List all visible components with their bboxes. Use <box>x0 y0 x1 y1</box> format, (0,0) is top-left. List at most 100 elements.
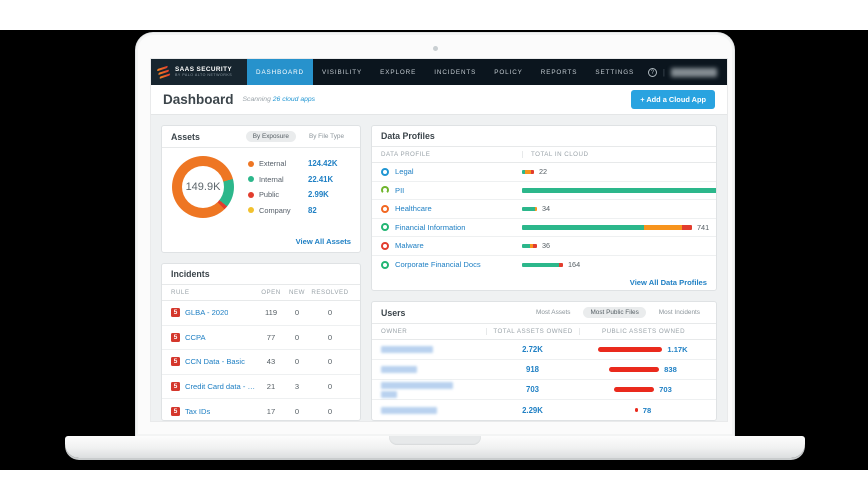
toggle-by-exposure[interactable]: By Exposure <box>245 131 296 142</box>
nav-tab-dashboard[interactable]: DASHBOARD <box>247 59 313 85</box>
user-total-assets-link[interactable]: 918 <box>525 365 539 374</box>
bar-segment <box>531 169 534 174</box>
data-profile-bar <box>522 169 534 174</box>
severity-badge: 5 <box>171 332 180 342</box>
incident-rule-link[interactable]: CCN Data - Basic <box>185 357 245 367</box>
public-assets-bar <box>634 407 638 413</box>
incident-row: 5 Credit Card data - CE... 21 3 0 <box>162 375 360 399</box>
legend-label: External <box>259 159 287 169</box>
view-all-data-profiles-link[interactable]: View All Data Profiles <box>629 278 707 287</box>
data-profile-link[interactable]: Legal <box>395 167 414 177</box>
data-profile-row: Healthcare 34 <box>372 200 716 219</box>
user-total-assets-link[interactable]: 2.29K <box>522 405 543 415</box>
incident-rule-link[interactable]: Tax IDs <box>185 406 211 416</box>
data-profile-link[interactable]: PII <box>395 185 405 195</box>
nav-tab-explore[interactable]: EXPLORE <box>380 68 417 76</box>
nav-tab-policy[interactable]: POLICY <box>494 68 523 76</box>
incident-rule-link[interactable]: GLBA - 2020 <box>185 308 229 318</box>
user-total-assets-link[interactable]: 2.72K <box>522 345 543 354</box>
data-profile-total: 164 <box>568 260 581 270</box>
nav-tab-incidents[interactable]: INCIDENTS <box>434 68 477 76</box>
assets-legend: External 124.42K Internal 22.41K Public 2.99K… <box>248 159 337 215</box>
assets-legend-item: Company 82 <box>248 206 337 215</box>
legend-value-link[interactable]: 124.42K <box>308 159 338 169</box>
incident-resolved-count: 0 <box>327 406 333 416</box>
scanning-status: Scanning 26 cloud apps <box>243 96 316 103</box>
data-profile-link[interactable]: Financial Information <box>395 222 466 232</box>
data-profile-total: 34 <box>542 204 551 214</box>
app-screen: SAAS SECURITY BY PALO ALTO NETWORKS DASH… <box>151 59 727 421</box>
user-owner-cell[interactable] <box>381 366 486 373</box>
incident-rule-cell: 5 GLBA - 2020 <box>171 308 257 318</box>
users-card: Users Most Assets Most Public Files Most I… <box>371 301 717 421</box>
data-profile-bar <box>522 188 716 193</box>
severity-badge: 5 <box>171 308 180 318</box>
toggle-most-incidents[interactable]: Most Incidents <box>658 309 700 316</box>
add-cloud-app-button[interactable]: + Add a Cloud App <box>631 90 715 109</box>
toggle-most-public-files[interactable]: Most Public Files <box>583 307 646 318</box>
user-public-assets-cell: 703 <box>579 385 707 394</box>
user-owner-cell[interactable] <box>381 346 486 353</box>
data-profile-link[interactable]: Healthcare <box>395 204 432 214</box>
incident-resolved-count: 0 <box>327 332 333 342</box>
incidents-rows: 5 GLBA - 2020 119 0 0 5 CCPA 77 0 0 5 CCN Data - Ba… <box>162 301 360 420</box>
user-owner-cell[interactable] <box>381 381 486 398</box>
owner-name-redacted <box>381 381 453 389</box>
toggle-by-file-type[interactable]: By File Type <box>308 133 344 140</box>
incident-open-count: 21 <box>266 381 276 391</box>
assets-legend-item: External 124.42K <box>248 159 337 168</box>
brand-logo[interactable]: SAAS SECURITY BY PALO ALTO NETWORKS <box>151 59 247 85</box>
severity-badge: 5 <box>171 406 180 416</box>
view-all-assets-link[interactable]: View All Assets <box>295 237 351 246</box>
data-profiles-col-total: TOTAL IN CLOUD <box>522 151 707 158</box>
data-profiles-rows: Legal 22 PII Healthcare 34 Financial Informat… <box>372 163 716 274</box>
incident-new-count: 0 <box>294 308 300 318</box>
data-profiles-card-header: Data Profiles <box>372 126 716 147</box>
healthcare-ring-icon <box>381 204 389 213</box>
data-profile-link[interactable]: Malware <box>395 241 424 251</box>
user-public-assets-link[interactable]: 78 <box>642 405 652 415</box>
user-public-assets-link[interactable]: 1.17K <box>667 345 688 354</box>
user-total-assets-link[interactable]: 703 <box>525 385 539 394</box>
toggle-most-assets[interactable]: Most Assets <box>536 309 571 316</box>
public-assets-bar <box>598 347 663 352</box>
data-profile-name-cell: Healthcare <box>381 204 522 213</box>
public-assets-bar <box>609 367 660 372</box>
data-profile-bar <box>522 206 537 211</box>
user-public-assets-link[interactable]: 838 <box>664 365 677 374</box>
bar-segment <box>522 188 716 193</box>
incident-new-count: 0 <box>294 357 300 367</box>
data-profile-bar-cell: 22 <box>522 167 707 176</box>
bar-segment <box>530 243 533 248</box>
nav-tab-reports[interactable]: REPORTS <box>540 68 578 76</box>
incident-rule-link[interactable]: CCPA <box>185 332 206 342</box>
legend-label: Public <box>259 190 280 200</box>
corporate-financial-docs-ring-icon <box>381 260 389 269</box>
laptop-lid: SAAS SECURITY BY PALO ALTO NETWORKS DASH… <box>135 32 735 436</box>
owner-name-redacted <box>381 346 433 353</box>
help-icon[interactable]: ? <box>647 67 657 77</box>
brand-subtitle: BY PALO ALTO NETWORKS <box>175 73 233 78</box>
legend-value-link[interactable]: 22.41K <box>308 174 334 184</box>
public-assets-bar <box>614 387 655 392</box>
owner-name-redacted <box>381 366 417 373</box>
data-profile-name-cell: PII <box>381 186 522 195</box>
nav-tab-visibility[interactable]: VISIBILITY <box>322 68 363 76</box>
data-profiles-title: Data Profiles <box>381 131 435 141</box>
bar-segment <box>522 169 525 174</box>
incident-rule-link[interactable]: Credit Card data - CE... <box>185 381 257 391</box>
user-name-redacted[interactable] <box>671 67 717 77</box>
data-profile-link[interactable]: Corporate Financial Docs <box>395 260 481 270</box>
incidents-title: Incidents <box>171 269 210 279</box>
bar-segment <box>522 262 559 267</box>
legend-value-link[interactable]: 82 <box>308 205 317 215</box>
scanning-apps-link[interactable]: 26 cloud apps <box>272 96 316 103</box>
nav-tab-settings[interactable]: SETTINGS <box>595 68 635 76</box>
data-profile-bar-cell: 741 <box>522 223 709 232</box>
user-owner-cell[interactable] <box>381 406 486 414</box>
data-profile-bar <box>522 262 563 267</box>
legend-value-link[interactable]: 2.99K <box>308 190 329 200</box>
incident-rule-cell: 5 Credit Card data - CE... <box>171 381 257 391</box>
user-public-assets-link[interactable]: 703 <box>659 385 672 394</box>
incident-rule-cell: 5 CCN Data - Basic <box>171 357 257 367</box>
